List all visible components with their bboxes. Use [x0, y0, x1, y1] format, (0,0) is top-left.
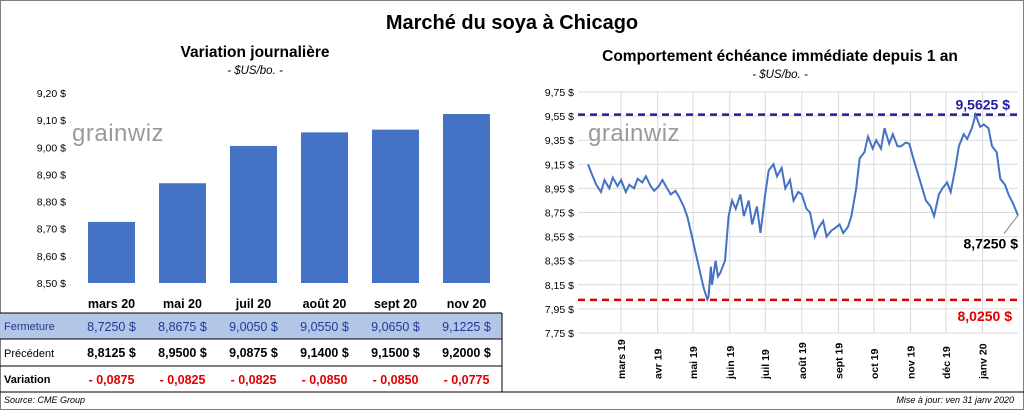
- left-y-tick-label: 8,50 $: [37, 278, 66, 290]
- right-x-tick-label: oct 19: [869, 348, 881, 379]
- row-label-previous: Précédent: [4, 348, 54, 360]
- x-category-label: juil 20: [235, 297, 271, 311]
- bar: [443, 114, 490, 284]
- left-y-tick-label: 9,10 $: [37, 115, 66, 127]
- change-value: - 0,0775: [444, 373, 490, 387]
- x-category-label: mars 20: [88, 297, 135, 311]
- right-y-tick-label: 8,95 $: [545, 183, 574, 195]
- right-chart-title: Comportement échéance immédiate depuis 1…: [602, 48, 958, 65]
- right-y-tick-label: 9,55 $: [545, 111, 574, 123]
- right-y-tick-label: 7,95 $: [545, 304, 574, 316]
- previous-value: 9,0875 $: [229, 346, 278, 360]
- close-value: 9,0050 $: [229, 320, 278, 334]
- right-y-tick-label: 8,75 $: [545, 208, 574, 220]
- right-y-tick-label: 8,35 $: [545, 256, 574, 268]
- bar: [301, 132, 348, 283]
- left-chart-unit: - $US/bo. -: [227, 65, 283, 77]
- right-x-tick-label: juil 19: [760, 349, 772, 380]
- right-x-tick-label: janv 20: [978, 343, 990, 380]
- close-value: 9,0650 $: [371, 320, 420, 334]
- right-x-tick-label: mai 19: [688, 346, 700, 379]
- right-x-tick-label: juin 19: [725, 346, 737, 380]
- previous-value: 8,9500 $: [158, 346, 207, 360]
- row-label-change: Variation: [4, 374, 51, 386]
- previous-value: 8,8125 $: [87, 346, 136, 360]
- change-value: - 0,0825: [160, 373, 206, 387]
- right-y-tick-label: 8,55 $: [545, 232, 574, 244]
- left-y-tick-label: 9,00 $: [37, 142, 66, 154]
- right-watermark: grainwiz: [588, 120, 680, 147]
- close-value: 9,1225 $: [442, 320, 491, 334]
- right-x-tick-label: août 19: [797, 342, 809, 379]
- right-chart-unit: - $US/bo. -: [752, 69, 808, 81]
- x-category-label: nov 20: [447, 297, 487, 311]
- x-category-label: mai 20: [163, 297, 202, 311]
- left-y-tick-label: 9,20 $: [37, 88, 66, 100]
- left-bar-chart: grainwiz 8,50 $ 8,60 $ 8,70 $ 8,80 $ 8,90 $ 9…: [37, 88, 490, 311]
- right-x-tick-label: déc 19: [941, 346, 953, 379]
- close-value: 8,7250 $: [87, 320, 136, 334]
- row-label-close: Fermeture: [4, 321, 55, 333]
- last-value-leader: [1003, 215, 1019, 234]
- table-cells: 8,7250 $ 8,8675 $ 9,0050 $ 9,0550 $ 9,0650 $…: [87, 320, 491, 387]
- right-y-tick-label: 9,35 $: [545, 135, 574, 147]
- bar: [372, 129, 419, 283]
- x-category-label: sept 20: [374, 297, 417, 311]
- change-value: - 0,0850: [302, 373, 348, 387]
- last-value-label: 8,7250 $: [964, 236, 1019, 252]
- right-y-axis: 7,75 $ 7,95 $ 8,15 $ 8,35 $ 8,55 $ 8,75 $ 8,95…: [545, 87, 574, 340]
- previous-value: 9,2000 $: [442, 346, 491, 360]
- right-x-tick-label: nov 19: [906, 346, 918, 379]
- left-chart-title: Variation journalière: [180, 44, 330, 61]
- close-value: 9,0550 $: [300, 320, 349, 334]
- bar: [230, 145, 277, 283]
- right-x-tick-label: sept 19: [833, 343, 845, 379]
- bar: [159, 183, 206, 283]
- previous-value: 9,1400 $: [300, 346, 349, 360]
- right-x-tick-label: mars 19: [616, 339, 628, 379]
- high-value-label: 9,5625 $: [956, 97, 1011, 113]
- price-series-line: [587, 111, 1019, 302]
- low-value-label: 8,0250 $: [958, 308, 1013, 324]
- left-y-axis: 8,50 $ 8,60 $ 8,70 $ 8,80 $ 8,90 $ 9,00 $ 9,10…: [37, 88, 66, 290]
- right-x-axis: mars 19 avr 19 mai 19 juin 19 juil 19 août 19…: [616, 339, 989, 380]
- left-y-tick-label: 8,70 $: [37, 224, 66, 236]
- left-y-tick-label: 8,90 $: [37, 169, 66, 181]
- left-watermark: grainwiz: [72, 120, 164, 147]
- page-title: Marché du soya à Chicago: [385, 12, 639, 34]
- change-value: - 0,0875: [89, 373, 135, 387]
- right-y-tick-label: 7,75 $: [545, 328, 574, 340]
- update-note: Mise à jour: ven 31 janv 2020: [896, 395, 1014, 405]
- change-value: - 0,0825: [231, 373, 277, 387]
- x-category-label: août 20: [303, 297, 347, 311]
- bar: [88, 221, 135, 283]
- left-y-tick-label: 8,80 $: [37, 197, 66, 209]
- right-y-tick-label: 9,15 $: [545, 159, 574, 171]
- right-x-tick-label: avr 19: [653, 348, 665, 379]
- right-line-chart: grainwiz 7,75 $ 7,95 $ 8,15 $ 8,35 $ 8,55 $ 8…: [545, 87, 1019, 380]
- left-y-tick-label: 8,60 $: [37, 251, 66, 263]
- right-gridlines: [578, 91, 1018, 334]
- source-note: Source: CME Group: [4, 395, 86, 405]
- right-y-tick-label: 8,15 $: [545, 280, 574, 292]
- previous-value: 9,1500 $: [371, 346, 420, 360]
- close-value: 8,8675 $: [158, 320, 207, 334]
- right-y-tick-label: 9,75 $: [545, 87, 574, 99]
- close-row-highlight: [0, 313, 502, 339]
- change-value: - 0,0850: [373, 373, 419, 387]
- price-table: Fermeture Précédent Variation 8,7250 $8,…: [0, 312, 1024, 393]
- left-bars: mars 20 mai 20 juil 20 août 20 sept 20 nov 20: [88, 114, 490, 311]
